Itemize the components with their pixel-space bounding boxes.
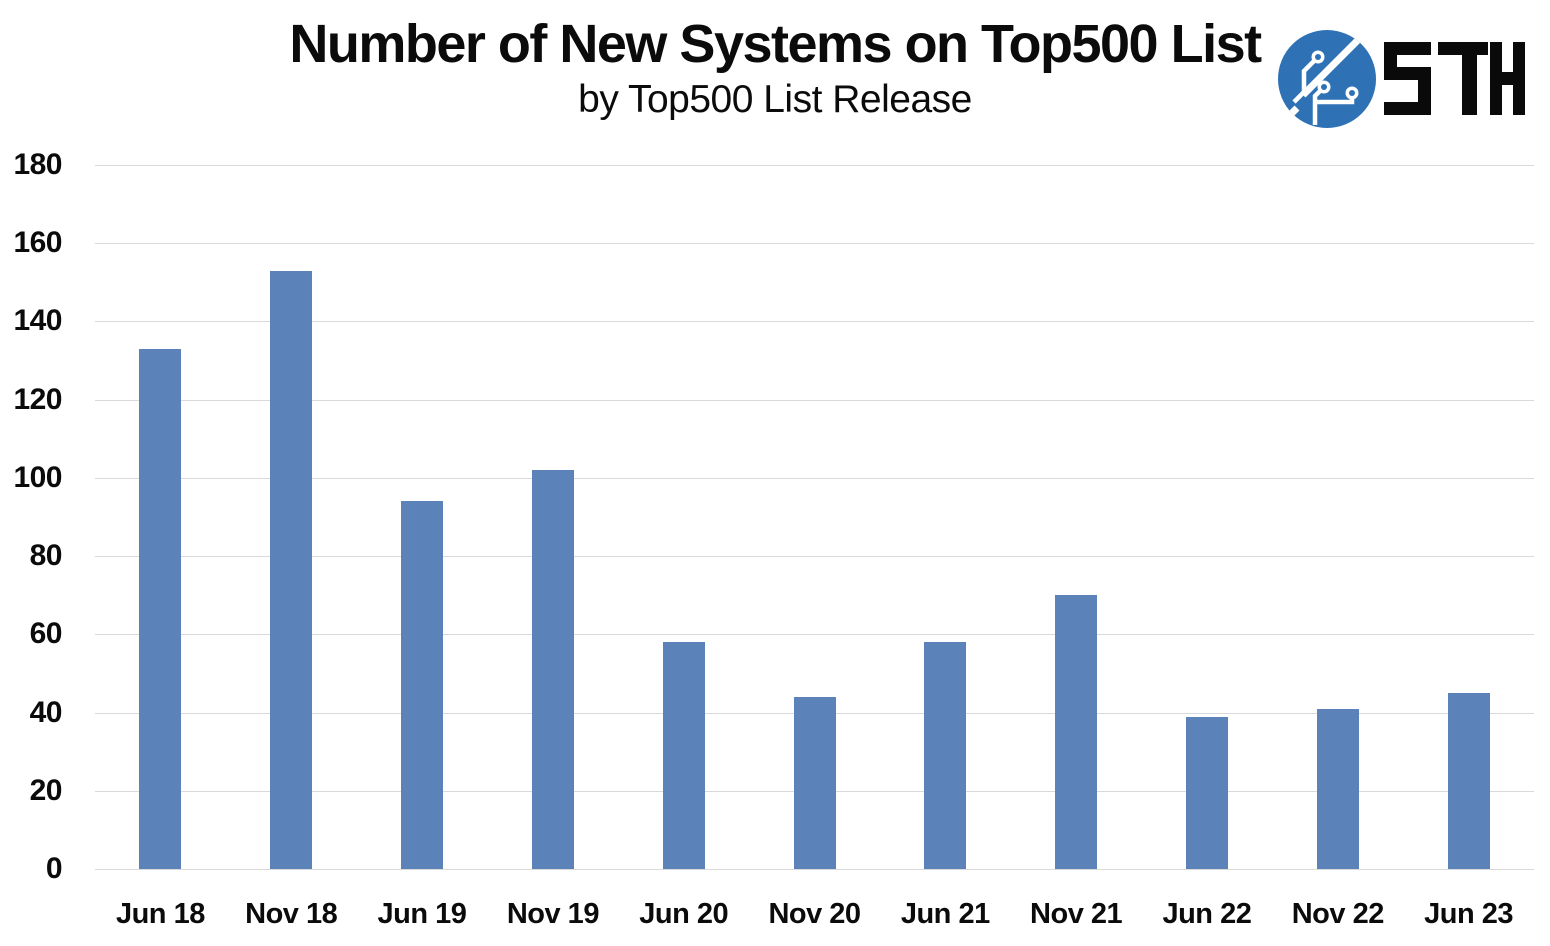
gridline-100 bbox=[95, 478, 1534, 479]
y-axis-tick-label: 20 bbox=[29, 774, 63, 807]
x-axis-label: Jun 20 bbox=[639, 898, 729, 930]
bar-nov-20 bbox=[793, 696, 836, 869]
bar-jun-21 bbox=[924, 642, 967, 869]
x-axis-label: Nov 21 bbox=[1030, 898, 1123, 930]
bar-jun-22 bbox=[1186, 716, 1228, 869]
y-axis-tick-label: 0 bbox=[45, 852, 63, 885]
y-axis-tick-label: 100 bbox=[13, 461, 62, 494]
y-axis-tick-label: 80 bbox=[29, 539, 63, 572]
sth-logo-circuit-icon bbox=[1278, 30, 1376, 128]
chart-title: Number of New Systems on Top500 List bbox=[289, 14, 1262, 74]
x-axis-label: Jun 23 bbox=[1424, 898, 1514, 930]
gridline-180 bbox=[95, 165, 1534, 166]
y-axis-tick-label: 180 bbox=[13, 148, 62, 181]
y-axis-tick-label: 160 bbox=[13, 226, 62, 259]
gridline-120 bbox=[95, 400, 1534, 401]
y-axis-tick-label: 140 bbox=[13, 304, 62, 337]
x-axis-label: Jun 19 bbox=[377, 898, 467, 930]
sth-logo bbox=[1278, 30, 1525, 128]
gridline-80 bbox=[95, 556, 1534, 557]
y-axis-tick-label: 120 bbox=[13, 383, 62, 416]
y-axis-tick-label: 40 bbox=[29, 696, 63, 729]
gridline-160 bbox=[95, 243, 1534, 244]
x-axis-label: Nov 18 bbox=[245, 898, 338, 930]
chart-subtitle: by Top500 List Release bbox=[578, 78, 972, 121]
sth-logo-letters bbox=[1384, 42, 1525, 115]
x-axis-label: Nov 22 bbox=[1291, 898, 1385, 930]
bar-nov-22 bbox=[1316, 708, 1359, 869]
x-axis-label: Nov 20 bbox=[768, 898, 861, 930]
bar-jun-18 bbox=[139, 348, 182, 869]
y-axis-tick-label: 60 bbox=[29, 617, 63, 650]
bar-jun-19 bbox=[401, 501, 443, 869]
gridline-140 bbox=[95, 321, 1534, 322]
x-axis-label: Jun 18 bbox=[115, 898, 205, 930]
gridline-60 bbox=[95, 634, 1534, 635]
gridline-0 bbox=[95, 869, 1534, 870]
bar-jun-20 bbox=[662, 642, 705, 869]
x-axis-label: Jun 21 bbox=[900, 898, 990, 930]
x-axis-label: Jun 22 bbox=[1162, 898, 1252, 930]
bar-nov-19 bbox=[531, 470, 574, 869]
bar-nov-21 bbox=[1055, 595, 1098, 869]
x-axis-label: Nov 19 bbox=[506, 898, 600, 930]
bar-nov-18 bbox=[270, 270, 313, 869]
bar-jun-23 bbox=[1447, 693, 1490, 869]
